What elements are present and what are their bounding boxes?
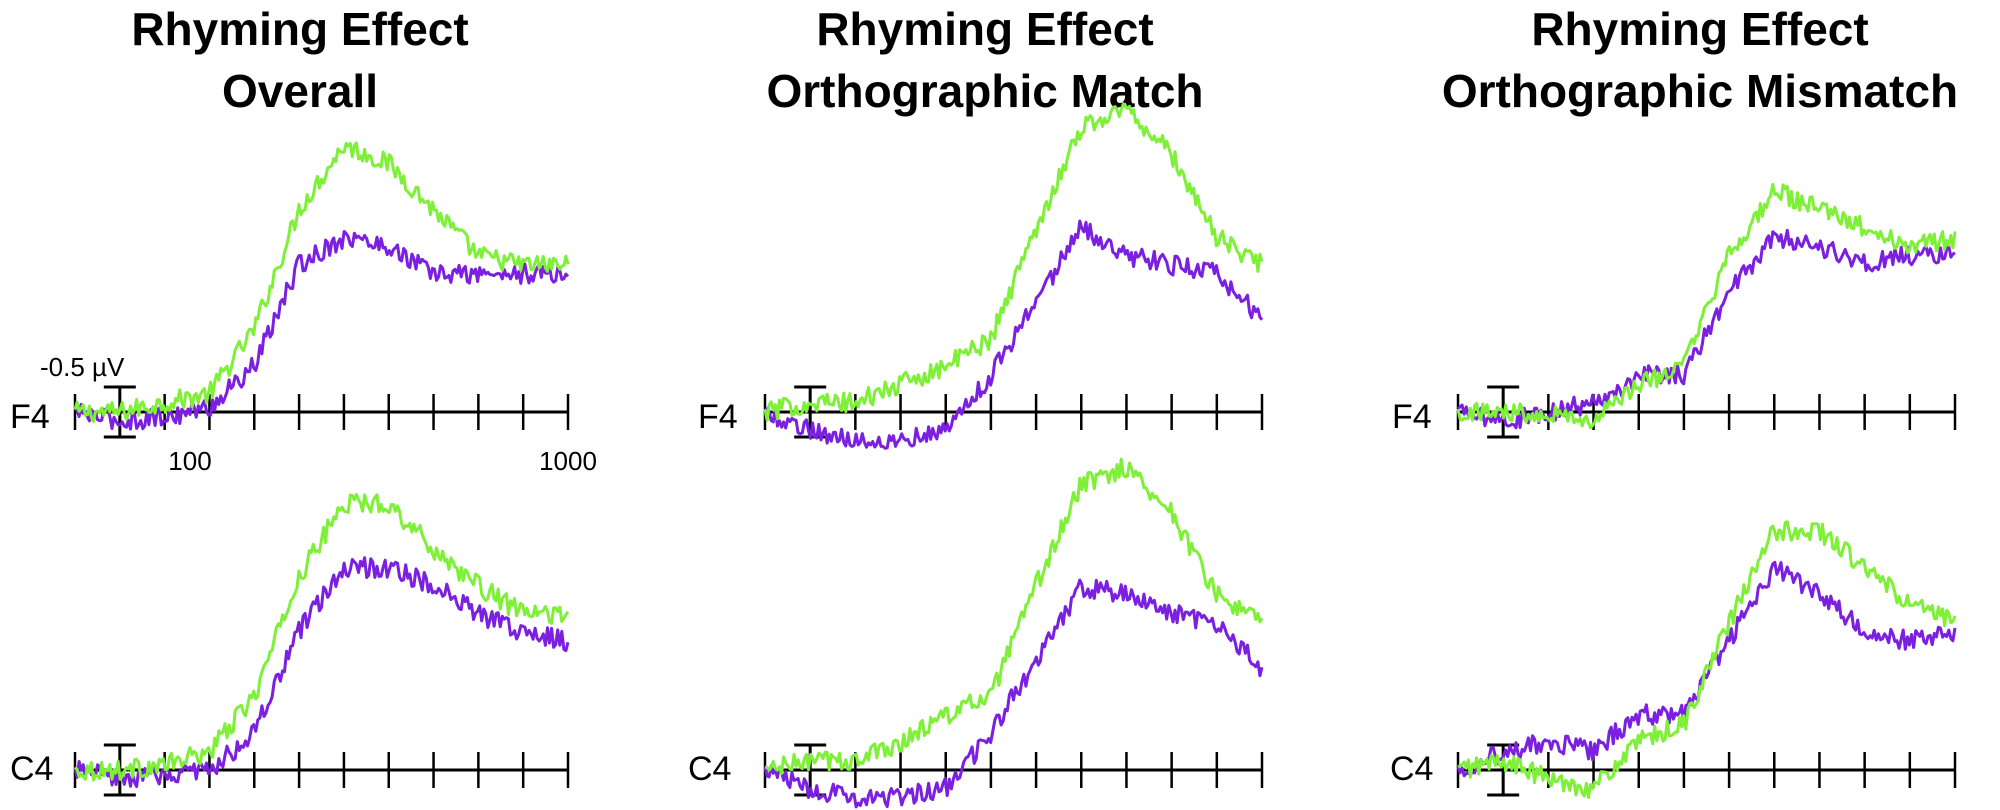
panel-title-mismatch-line2: Orthographic Mismatch bbox=[1442, 65, 1958, 117]
waveform-series-b bbox=[764, 219, 1264, 450]
electrode-label-c4: C4 bbox=[10, 750, 53, 788]
waveform-series-a bbox=[73, 492, 570, 782]
waveform-series-b bbox=[74, 230, 570, 431]
tick-label-100: 100 bbox=[168, 446, 211, 476]
electrode-label-f4: F4 bbox=[1392, 398, 1432, 436]
electrode-label-c4: C4 bbox=[1390, 750, 1433, 788]
electrode-label-f4: F4 bbox=[10, 398, 50, 436]
waveform-series-a bbox=[1457, 520, 1957, 799]
waveform-series-b bbox=[1456, 228, 1956, 430]
waveform-series-b bbox=[763, 578, 1264, 809]
erp-plots bbox=[73, 102, 1957, 809]
panel-title-match-line1: Rhyming Effect bbox=[816, 3, 1153, 55]
panel-title-overall-line2: Overall bbox=[222, 65, 378, 117]
waveform-series-b bbox=[1456, 560, 1957, 778]
waveform-series-a bbox=[764, 457, 1264, 775]
panel-title-overall-line1: Rhyming Effect bbox=[131, 3, 468, 55]
tick-label-1000: 1000 bbox=[539, 446, 597, 476]
waveform-series-a bbox=[73, 141, 570, 423]
waveform-series-a bbox=[1456, 182, 1957, 430]
amplitude-scale-label: -0.5 µV bbox=[40, 352, 125, 382]
panel-title-match-line2: Orthographic Match bbox=[766, 65, 1203, 117]
panel-title-mismatch-line1: Rhyming Effect bbox=[1531, 3, 1868, 55]
electrode-label-f4: F4 bbox=[698, 398, 738, 436]
electrode-label-c4: C4 bbox=[688, 750, 731, 788]
waveform-series-b bbox=[73, 556, 570, 789]
waveform-series-a bbox=[763, 102, 1264, 422]
